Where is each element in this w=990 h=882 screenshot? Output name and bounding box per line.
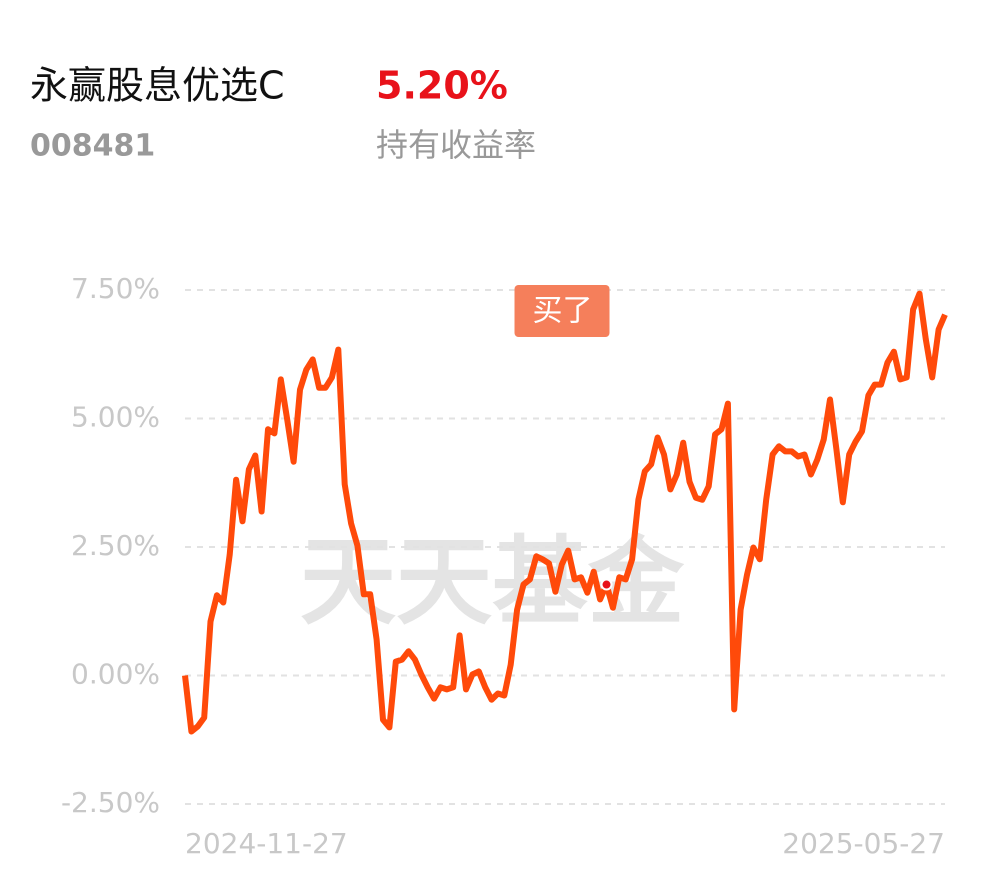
x-tick-label: 2025-05-27 xyxy=(782,827,945,860)
fund-title: 永赢股息优选C xyxy=(30,64,285,108)
y-tick-label: -2.50% xyxy=(61,786,160,819)
y-tick-label: 2.50% xyxy=(71,529,160,562)
series-line xyxy=(182,290,948,735)
buy-label: 买了 xyxy=(533,294,593,329)
buy-point xyxy=(600,578,613,591)
return-value: 5.20% xyxy=(376,64,508,108)
return-caption: 持有收益率 xyxy=(376,126,536,164)
buy-label-box xyxy=(514,285,610,337)
x-tick-label: 2024-11-27 xyxy=(185,827,348,860)
y-tick-label: 5.00% xyxy=(71,401,160,434)
y-tick-label: 7.50% xyxy=(71,272,160,305)
fund-code: 008481 xyxy=(30,129,155,164)
y-tick-label: 0.00% xyxy=(71,658,160,691)
